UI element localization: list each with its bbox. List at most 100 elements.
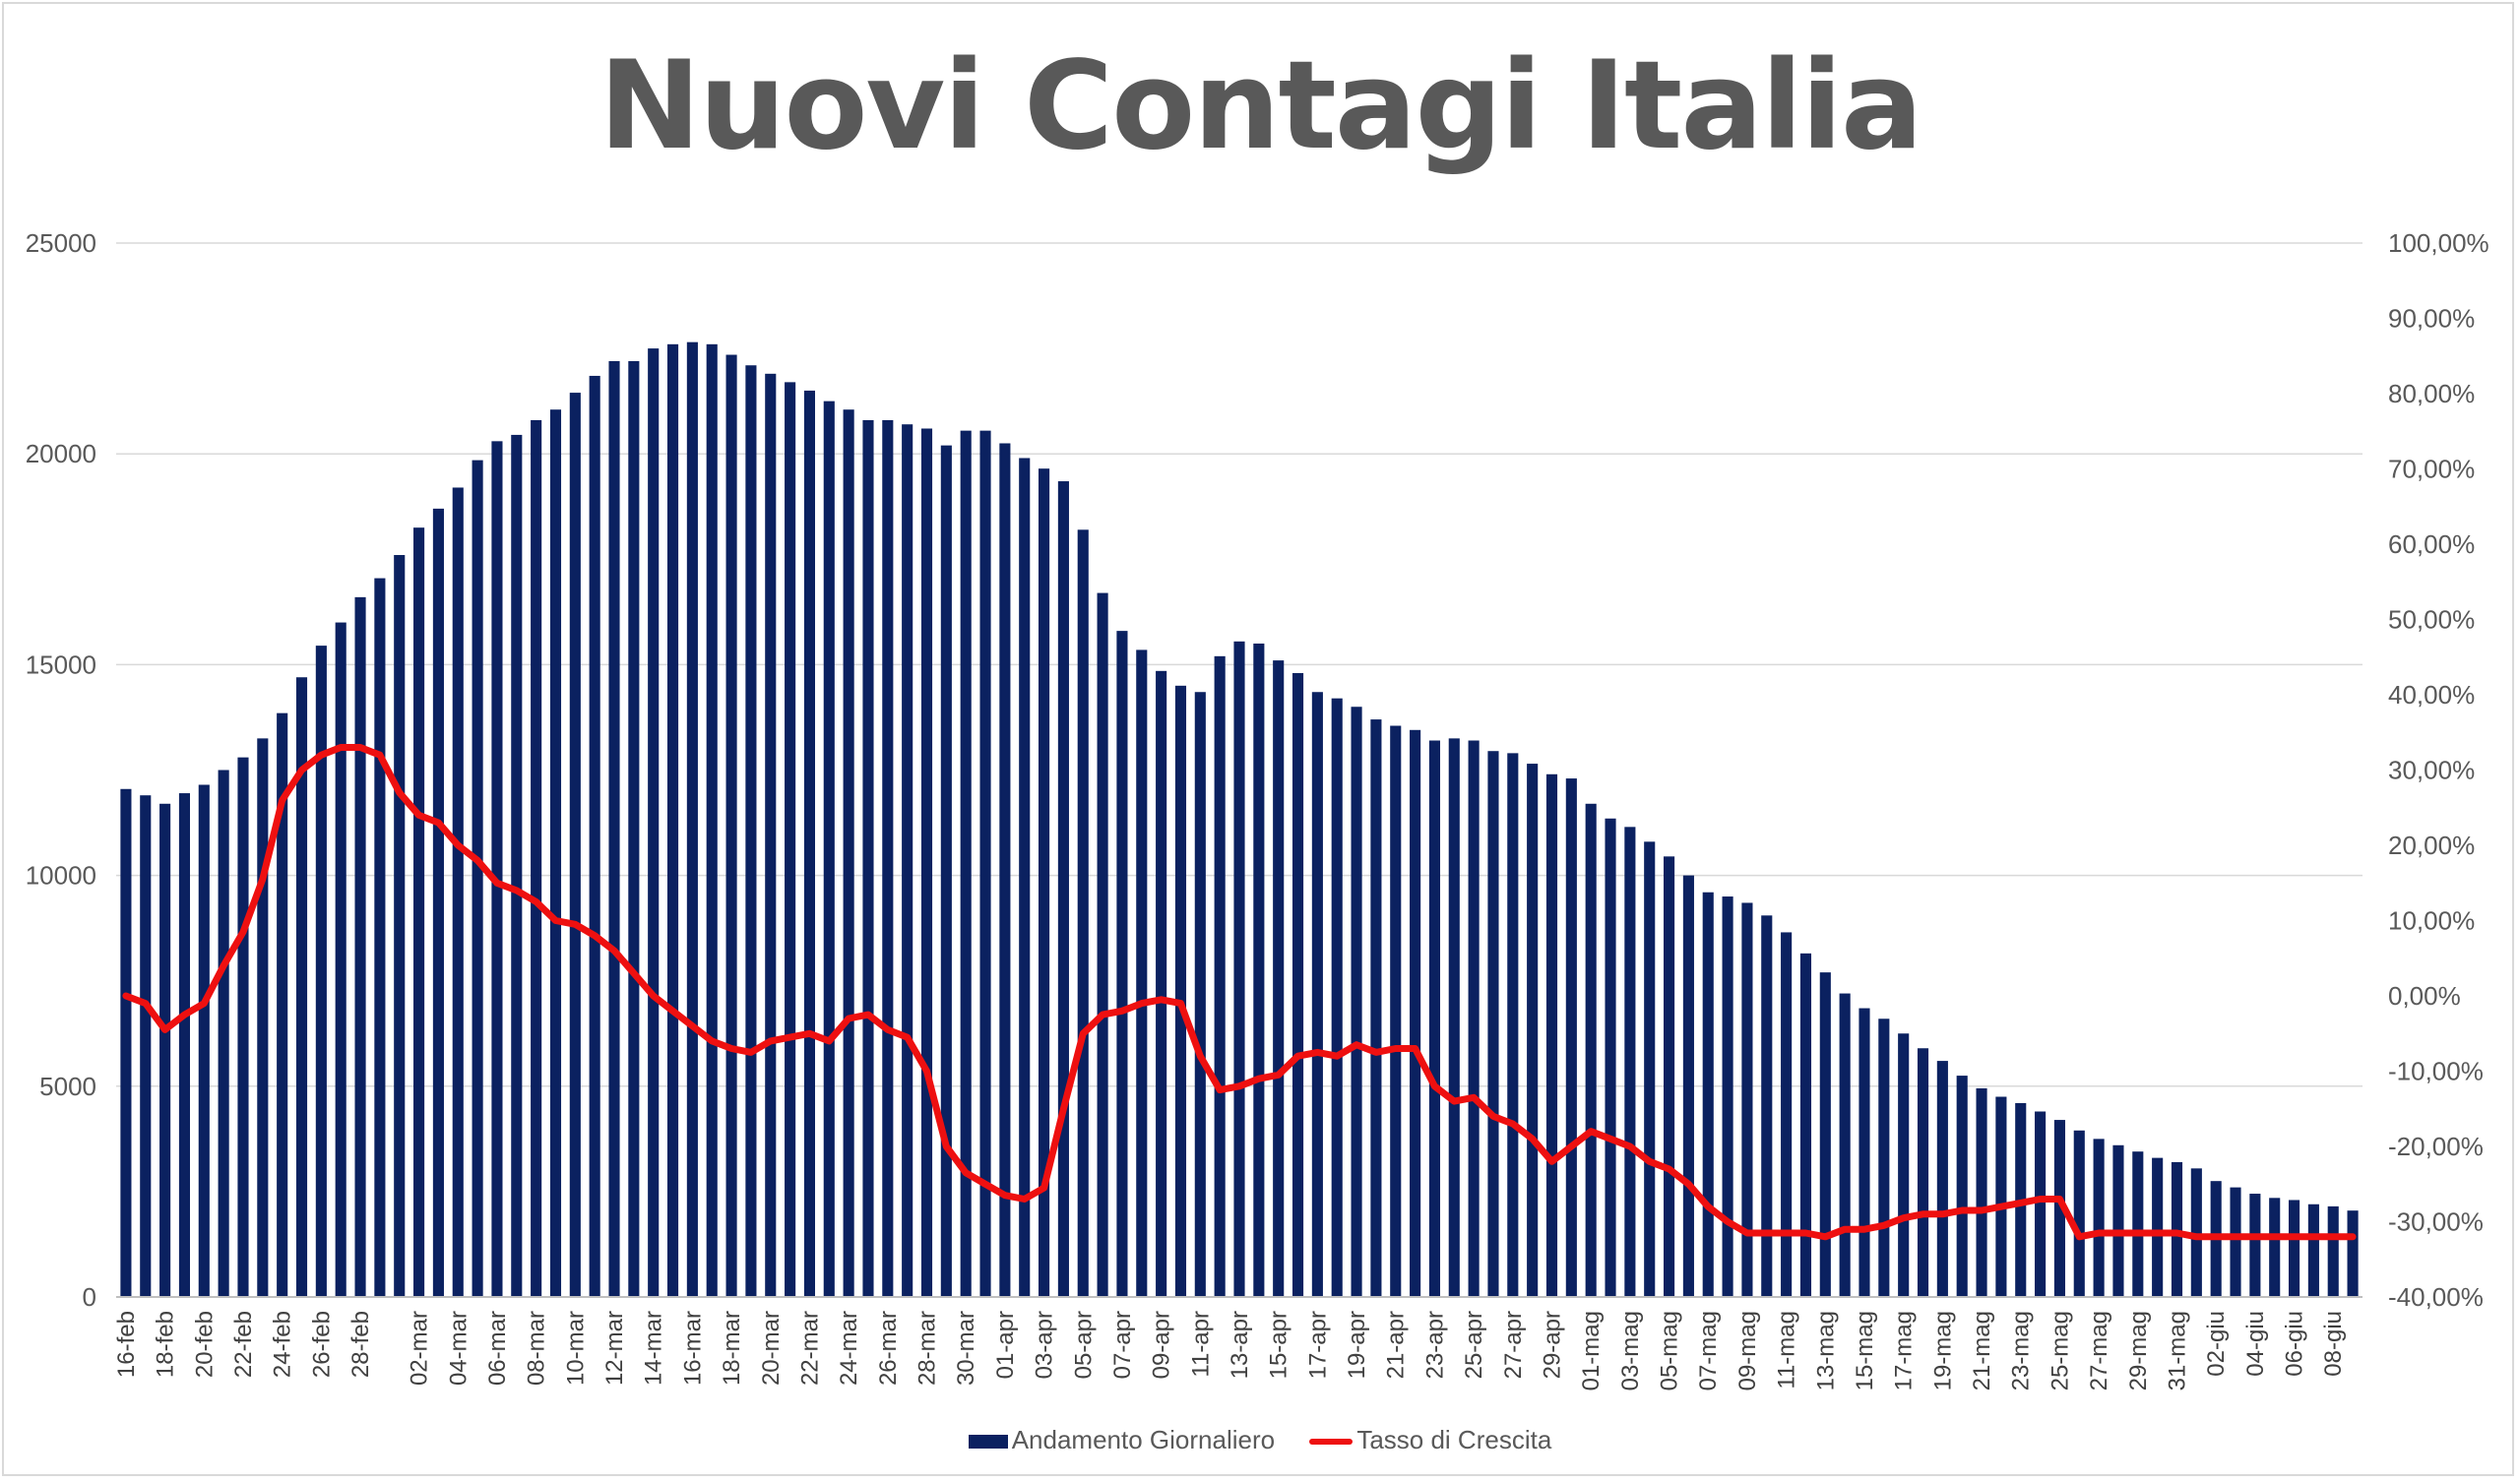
bar [1507,753,1519,1297]
y2-tick-label: 80,00% [2388,379,2475,408]
bar [1527,764,1539,1297]
bar [882,419,894,1298]
x-tick-label: 07-apr [1109,1311,1136,1379]
bar [745,365,757,1298]
x-tick-label: 29-apr [1539,1311,1565,1379]
bar [354,596,366,1297]
bar [1799,953,1812,1297]
bar [1858,1008,1870,1297]
bar [140,795,152,1297]
bar [1410,729,1421,1297]
bar [2171,1161,2183,1297]
x-tick-label: 01-apr [992,1311,1019,1379]
x-tick-label: 07-mag [1695,1311,1722,1390]
y2-tick-label: -20,00% [2388,1132,2484,1161]
x-tick-label: 25-apr [1461,1311,1487,1379]
bar [1019,458,1031,1297]
y2-tick-label: 10,00% [2388,906,2475,936]
x-tick-label: 17-apr [1304,1311,1331,1379]
bar [1664,856,1675,1297]
bar [1702,892,1714,1297]
bar [1819,972,1831,1297]
x-tick-label: 24-feb [270,1311,296,1378]
bar [1370,719,1382,1297]
x-tick-label: 05-apr [1070,1311,1097,1379]
x-tick-label: 15-apr [1266,1311,1292,1379]
bar [1448,738,1460,1297]
x-tick-label: 15-mag [1852,1311,1878,1390]
x-tick-label: 03-apr [1032,1311,1058,1379]
bar [1273,660,1285,1297]
bar [2269,1198,2281,1297]
bar [1253,643,1265,1297]
x-tick-label: 11-mag [1774,1311,1800,1389]
bar [608,360,620,1297]
x-tick-label: 23-mag [2008,1311,2035,1390]
y-tick-label: 20000 [26,439,96,468]
y2-tick-label: 90,00% [2388,304,2475,334]
y2-tick-label: 40,00% [2388,680,2475,710]
x-tick-label: 05-mag [1657,1311,1683,1390]
x-tick-label: 03-mag [1617,1311,1644,1390]
bar [1077,529,1089,1297]
bar [823,401,835,1297]
bar [2307,1204,2319,1297]
bar [335,622,346,1297]
bar [1097,592,1108,1297]
y-tick-label: 25000 [26,228,96,258]
bar [940,445,952,1298]
y2-tick-label: 100,00% [2388,228,2489,258]
bar [979,430,991,1297]
bar [2112,1144,2124,1297]
legend-line-label: Tasso di Crescita [1356,1424,1552,1454]
bar [120,788,132,1297]
x-tick-label: 16-mar [679,1311,706,1386]
bar [198,784,210,1297]
legend-bar-label: Andamento Giornaliero [1011,1424,1276,1454]
bar [843,409,854,1297]
x-tick-label: 22-mar [796,1311,823,1386]
chart-plot-area: 0 5000 10000 15000 20000 25000 -40,00% -30,00% -… [26,228,2489,1390]
x-tick-label: 06-mar [484,1311,511,1386]
bar [452,487,464,1297]
bar [394,555,406,1297]
bar [1194,692,1206,1297]
bar [1565,778,1577,1297]
bar [785,382,796,1297]
bar [569,393,581,1297]
bar [1781,932,1793,1297]
bar [413,527,425,1297]
bar [1331,698,1343,1297]
x-tick-label: 25-mag [2047,1311,2073,1390]
bar [999,443,1011,1297]
x-tick-label: 02-giu [2203,1311,2230,1377]
bar [1624,827,1636,1297]
x-tick-label: 02-mar [407,1311,433,1386]
bar [902,424,914,1297]
bar [648,348,660,1298]
bar [1956,1076,1968,1297]
bar [531,419,542,1298]
bar [1898,1033,1910,1297]
bar [277,712,288,1297]
y-tick-label: 0 [83,1282,96,1312]
x-tick-label: 13-apr [1227,1311,1253,1379]
bar [589,375,600,1297]
x-tick-label: 06-giu [2282,1311,2308,1377]
bar [1292,672,1304,1297]
x-tick-label: 28-mar [914,1311,941,1386]
x-tick-label: 04-mar [445,1311,472,1386]
x-tick-label: 13-mag [1812,1311,1839,1390]
bar [1545,773,1558,1297]
bar [628,360,640,1297]
bar [257,738,269,1297]
bar [511,434,523,1297]
bar [2035,1111,2047,1297]
bar [315,646,327,1297]
bar [2288,1200,2300,1297]
bar [1039,468,1050,1298]
bar [2132,1151,2144,1297]
x-tick-label: 08-mar [524,1311,550,1386]
y2-tick-label: 0,00% [2388,981,2461,1011]
bar [1311,692,1323,1297]
